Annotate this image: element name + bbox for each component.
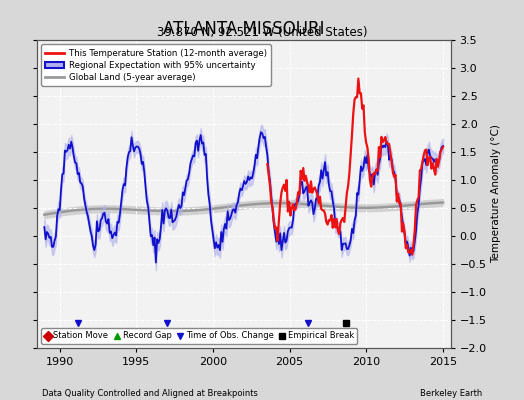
Legend: Station Move, Record Gap, Time of Obs. Change, Empirical Break: Station Move, Record Gap, Time of Obs. C…	[41, 328, 357, 344]
Text: Data Quality Controlled and Aligned at Breakpoints: Data Quality Controlled and Aligned at B…	[42, 389, 258, 398]
Title: ATLANTA MISSOURI: ATLANTA MISSOURI	[163, 20, 324, 38]
Text: Berkeley Earth: Berkeley Earth	[420, 389, 482, 398]
Y-axis label: Temperature Anomaly (°C): Temperature Anomaly (°C)	[491, 124, 501, 264]
Text: 39.870 N, 92.521 W (United States): 39.870 N, 92.521 W (United States)	[157, 26, 367, 39]
